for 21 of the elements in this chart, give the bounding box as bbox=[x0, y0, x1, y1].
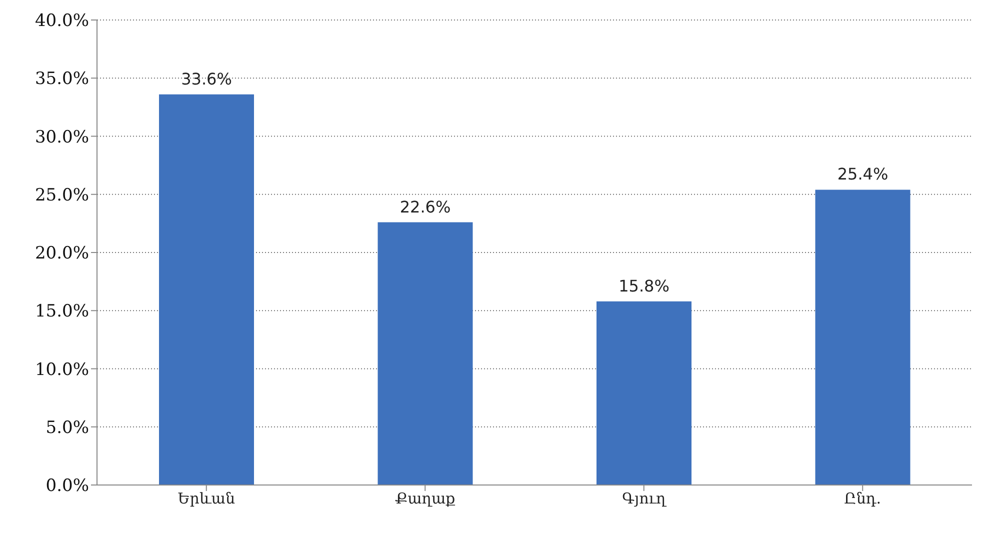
y-tick-label: 5.0% bbox=[46, 418, 89, 438]
data-label: 15.8% bbox=[618, 276, 670, 296]
data-label: 33.6% bbox=[181, 69, 232, 88]
y-tick-label: 20.0% bbox=[34, 244, 89, 264]
bar bbox=[815, 190, 910, 485]
x-tick-label: Երևան bbox=[178, 490, 236, 508]
x-tick-label: Ընդ. bbox=[844, 490, 882, 508]
y-tick-label: 30.0% bbox=[34, 127, 89, 148]
x-tick-label: Քաղաք bbox=[395, 490, 456, 508]
bar bbox=[378, 222, 473, 485]
y-tick-label: 0.0% bbox=[46, 476, 89, 496]
data-label: 22.6% bbox=[400, 197, 451, 216]
y-tick-label: 25.0% bbox=[34, 185, 89, 206]
x-tick-label: Գյուղ bbox=[622, 490, 668, 508]
y-tick-label: 10.0% bbox=[34, 360, 89, 380]
bar bbox=[596, 301, 692, 485]
y-tick-label: 15.0% bbox=[34, 302, 89, 322]
y-tick-label: 35.0% bbox=[34, 69, 89, 90]
bar bbox=[159, 94, 254, 485]
y-tick-label: 40.0% bbox=[34, 11, 89, 32]
data-label: 25.4% bbox=[837, 164, 888, 184]
